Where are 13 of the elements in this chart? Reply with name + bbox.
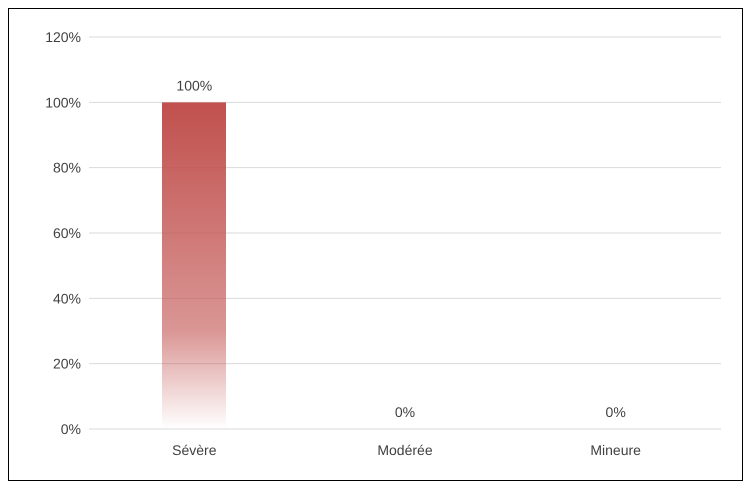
y-tick-label: 120% bbox=[45, 28, 81, 45]
x-tick-label: Sévère bbox=[172, 442, 217, 458]
x-tick-label: Mineure bbox=[590, 442, 642, 458]
y-tick-label: 40% bbox=[52, 290, 81, 306]
data-label: 100% bbox=[176, 77, 212, 94]
y-tick-label: 0% bbox=[60, 420, 81, 437]
y-tick-label: 20% bbox=[52, 356, 81, 372]
y-tick-label: 60% bbox=[52, 224, 81, 241]
y-tick-label: 100% bbox=[45, 94, 81, 110]
x-tick-label: Modérée bbox=[377, 442, 433, 458]
data-label: 0% bbox=[606, 404, 626, 420]
y-tick-label: 80% bbox=[52, 160, 81, 176]
data-label: 0% bbox=[394, 404, 416, 420]
